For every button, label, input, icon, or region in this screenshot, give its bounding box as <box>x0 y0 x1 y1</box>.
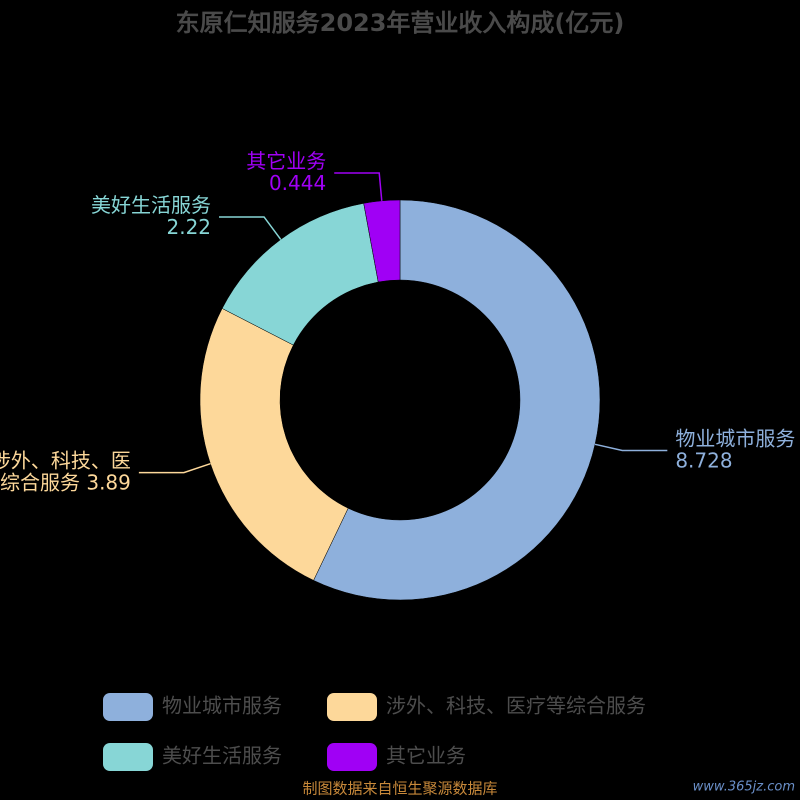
label-part: 美好生活服务 <box>91 192 211 216</box>
label-part: 疗等综合服务 <box>0 470 86 494</box>
label-part: 其它业务 <box>246 148 326 172</box>
slice-label: 物业城市服务 8.728 <box>675 426 795 472</box>
source-note: 制图数据来自恒生聚源数据库 <box>302 780 497 798</box>
legend-swatch <box>103 743 153 771</box>
legend-label: 物业城市服务 <box>162 694 282 718</box>
watermark: www.365jz.com <box>693 780 795 795</box>
label-part: 8.728 <box>675 448 732 472</box>
legend-label: 涉外、科技、医疗等综合服务 <box>386 694 646 718</box>
leader-line <box>219 216 282 240</box>
chart-title: 东原仁知服务2023年营业收入构成(亿元) <box>176 9 625 37</box>
slice-label: 美好生活服务 2.22 <box>91 192 211 238</box>
leader-line <box>138 462 211 474</box>
slice-label: 其它业务 0.444 <box>246 148 326 194</box>
legend-swatch <box>327 743 377 771</box>
legend-label: 其它业务 <box>386 744 466 768</box>
leader-line <box>594 443 668 452</box>
leader-line <box>334 172 383 201</box>
label-part: 0.444 <box>269 170 326 194</box>
pie-slice <box>313 199 601 601</box>
pie-slice <box>363 199 401 283</box>
legend-swatch <box>103 693 153 721</box>
label-part: 2.22 <box>167 214 212 238</box>
label-part: 涉外、科技、医 <box>0 448 131 472</box>
slice-label: 涉外、科技、医疗等综合服务 3.89 <box>0 448 131 494</box>
legend-label: 美好生活服务 <box>162 744 282 768</box>
label-part: 3.89 <box>86 470 131 494</box>
label-part: 物业城市服务 <box>675 426 795 450</box>
pie-slice <box>199 308 349 581</box>
legend-swatch <box>327 693 377 721</box>
